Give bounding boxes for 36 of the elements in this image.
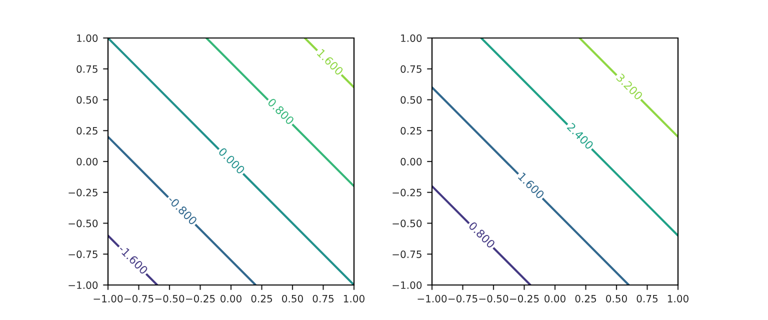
x-tick-label: 1.00 — [668, 294, 688, 302]
x-tick-label: 0.75 — [312, 294, 334, 302]
y-tick-label: 0.00 — [400, 158, 422, 166]
y-tick-label: 1.00 — [401, 34, 422, 42]
y-tick-label: −0.75 — [68, 250, 98, 258]
x-tick-label: 0.50 — [282, 294, 303, 302]
y-tick-label: −0.50 — [392, 220, 422, 228]
x-tick-label: 0.25 — [251, 294, 272, 302]
x-tick-label: −0.75 — [448, 294, 478, 302]
x-tick-label: −0.25 — [510, 294, 539, 302]
y-tick-label: 0.75 — [400, 65, 422, 73]
y-tick-label: 0.25 — [76, 127, 98, 135]
x-tick-label: −0.50 — [479, 294, 508, 302]
y-tick-label: −1.00 — [68, 281, 98, 289]
y-tick-label: −0.25 — [392, 188, 422, 196]
y-tick-label: 1.00 — [77, 34, 98, 42]
x-tick-label: −0.25 — [186, 294, 215, 302]
y-tick-label: 0.50 — [76, 96, 98, 104]
x-tick-label: 1.00 — [344, 294, 364, 302]
x-tick-label: −0.50 — [155, 294, 184, 302]
y-tick-label: −0.25 — [68, 188, 98, 196]
y-tick-label: −1.00 — [392, 281, 422, 289]
y-tick-label: −0.75 — [392, 250, 422, 258]
x-tick-label: 0.25 — [575, 294, 596, 302]
x-tick-label: 0.50 — [606, 294, 627, 302]
y-tick-label: −0.50 — [68, 220, 98, 228]
x-tick-label: −1.00 — [94, 294, 123, 302]
y-tick-label: 0.00 — [76, 158, 98, 166]
x-tick-label: 0.00 — [544, 294, 566, 302]
y-tick-label: 0.25 — [400, 127, 422, 135]
x-tick-label: −0.75 — [124, 294, 154, 302]
y-tick-label: 0.75 — [76, 65, 98, 73]
x-tick-label: 0.00 — [220, 294, 242, 302]
x-tick-label: −1.00 — [418, 294, 447, 302]
y-tick-label: 0.50 — [400, 96, 422, 104]
x-tick-label: 0.75 — [636, 294, 658, 302]
